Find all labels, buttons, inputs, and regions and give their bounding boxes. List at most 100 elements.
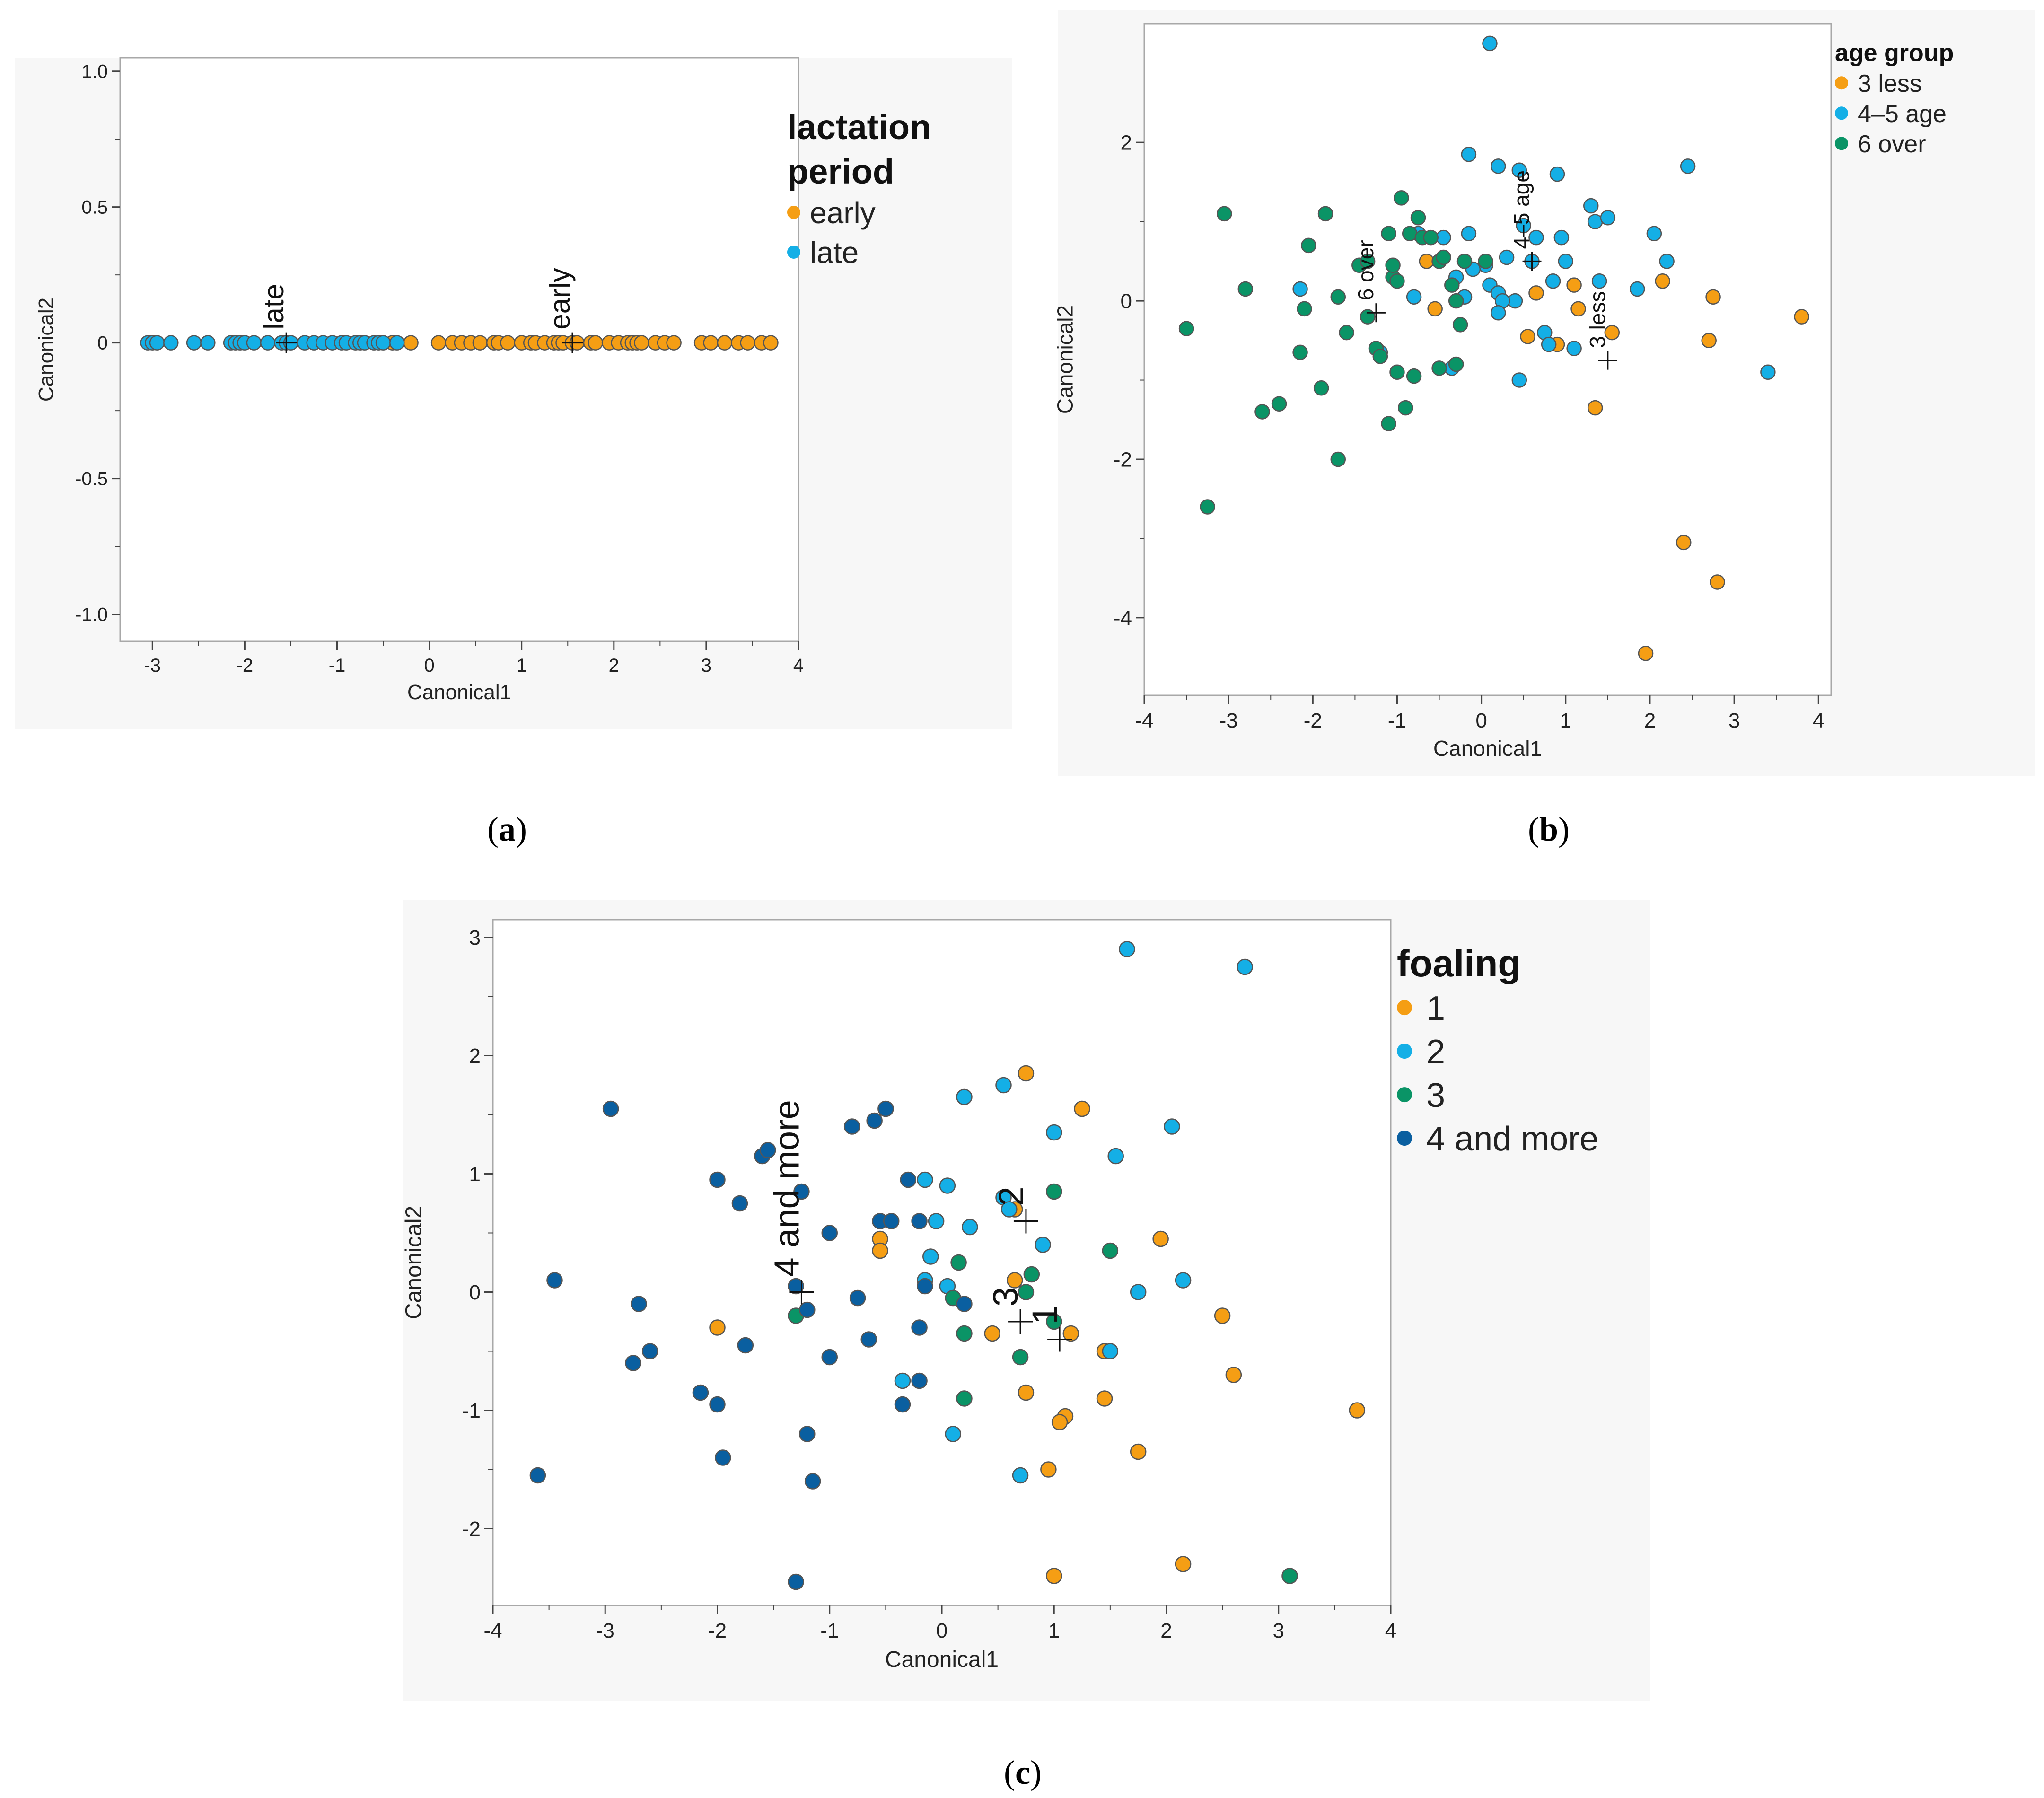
y-axis-label: Canonical2: [1053, 305, 1077, 414]
data-point-early: [703, 335, 719, 351]
centroid-marker-4-5-age: [1522, 252, 1542, 271]
data-point-6-over: [1398, 400, 1413, 416]
legend-entry-4-5-age: 4–5 age: [1858, 100, 1947, 128]
chart-age-group: -4 -3 -2 -1 0 1 2 3 4 -4 -2 0 2 Canonical1 Canonical2 6…: [1053, 23, 1954, 761]
data-point-3-less: [1520, 329, 1535, 344]
data-point-1: [1175, 1556, 1192, 1572]
x-tick-label: -2: [708, 1619, 727, 1642]
data-point-2: [928, 1213, 945, 1229]
data-point-early: [717, 335, 733, 351]
y-tick-label: 1.0: [81, 61, 108, 82]
data-point-6-over: [1456, 254, 1473, 269]
y-tick-label: -2: [1114, 448, 1132, 471]
data-point-3: [956, 1325, 973, 1342]
data-point-1: [1130, 1443, 1147, 1460]
x-tick-label: -2: [1304, 709, 1322, 732]
data-point-2: [945, 1426, 961, 1442]
data-point-3-less: [1570, 301, 1586, 317]
data-point-late: [200, 335, 216, 351]
data-point-3-less: [1604, 325, 1620, 341]
data-point-3: [1012, 1349, 1029, 1366]
x-tick-label: -4: [1135, 709, 1153, 732]
data-point-4-and-more: [631, 1296, 647, 1312]
data-point-early: [763, 335, 779, 351]
data-point-4-and-more: [799, 1301, 816, 1318]
data-point-1: [1051, 1414, 1068, 1430]
data-point-early: [500, 335, 516, 351]
data-point-early: [430, 335, 447, 351]
centroid-marker-2: [1013, 1209, 1038, 1234]
centroid-label-4-5-age: 4–5 age: [1509, 170, 1534, 249]
data-point-4-5-age: [1511, 372, 1527, 388]
centroid-label-early: early: [544, 268, 576, 330]
legend-title: lactation: [787, 107, 931, 147]
data-point-4-and-more: [529, 1467, 546, 1484]
data-point-2: [1164, 1118, 1180, 1135]
data-point-6-over: [1402, 226, 1418, 241]
y-axis: -4 -2 0 2: [1114, 132, 1144, 630]
legend-entry-early: early: [810, 196, 876, 230]
caption-b-close: ): [1558, 810, 1570, 848]
legend-swatch-late: [787, 245, 800, 259]
x-tick-label: 3: [701, 655, 711, 676]
data-point-6-over: [1452, 317, 1468, 333]
data-point-1: [1018, 1384, 1035, 1401]
data-point-1: [872, 1242, 888, 1259]
data-point-4-and-more: [692, 1384, 709, 1401]
data-point-2: [1130, 1284, 1147, 1300]
data-point-4-5-age: [1511, 162, 1527, 178]
x-tick-label: 4: [1813, 709, 1824, 732]
data-point-3: [950, 1254, 967, 1271]
data-point-1: [1006, 1272, 1023, 1289]
data-point-4-5-age: [1558, 254, 1574, 269]
data-point-6-over: [1431, 360, 1447, 376]
data-point-1: [984, 1325, 1001, 1342]
data-point-4-and-more: [843, 1118, 860, 1135]
y-tick-label: 1: [469, 1163, 481, 1186]
data-point-4-and-more: [877, 1100, 894, 1117]
panel-lactation-period: -3 -2 -1 0 1 2 3 4 -1.0 -0.5 0 0.5 1.0 Canonical1 Cano…: [15, 57, 1012, 729]
data-point-4-and-more: [793, 1183, 810, 1200]
data-point-4-5-age: [1680, 158, 1696, 174]
legend-title: foaling: [1397, 942, 1521, 984]
data-point-6-over: [1330, 451, 1346, 467]
data-point-1: [1349, 1402, 1366, 1419]
legend-swatch-4-and-more: [1397, 1131, 1412, 1146]
data-point-4-and-more: [821, 1225, 838, 1241]
legend-entry-4-and-more: 4 and more: [1426, 1120, 1598, 1158]
data-point-4-5-age: [1591, 273, 1607, 289]
data-point-2: [939, 1177, 956, 1194]
data-point-1: [1225, 1367, 1242, 1383]
data-point-6-over: [1423, 229, 1439, 246]
data-point-3: [1018, 1284, 1035, 1300]
x-tick-label: -2: [237, 655, 254, 676]
data-point-4-5-age: [1646, 226, 1662, 241]
data-point-4-5-age: [1587, 214, 1603, 229]
caption-c-open: (: [1004, 1754, 1015, 1791]
data-point-6-over: [1297, 301, 1312, 317]
data-point-early: [666, 335, 682, 351]
x-axis-label: Canonical1: [407, 681, 511, 704]
legend: lactation period early late: [787, 107, 931, 270]
data-point-4-5-age: [1461, 226, 1477, 241]
data-point-1: [1096, 1390, 1113, 1407]
legend-entry-3: 3: [1426, 1077, 1445, 1114]
data-point-4-5-age: [1760, 364, 1776, 380]
data-point-1: [1074, 1100, 1090, 1117]
data-point-4-5-age: [1499, 249, 1515, 265]
data-point-3: [1046, 1183, 1062, 1200]
data-point-4-and-more: [709, 1171, 726, 1188]
series-4-and-more: [529, 1100, 973, 1590]
series-early: [385, 335, 779, 351]
data-point-3-less: [1701, 333, 1717, 349]
caption-a: (a): [487, 810, 527, 849]
centroid-label-3: 3: [986, 1287, 1025, 1307]
x-axis: -4 -3 -2 -1 0 1 2 3 4: [1135, 695, 1825, 732]
data-point-4-5-age: [1292, 281, 1308, 297]
data-point-2: [1001, 1201, 1018, 1218]
data-point-1: [1046, 1568, 1062, 1584]
series-1: [709, 1065, 1366, 1584]
data-point-4-5-age: [1566, 341, 1582, 356]
centroids: 4 and more 2 31: [767, 1100, 1072, 1352]
plot-area: [492, 919, 1392, 1606]
